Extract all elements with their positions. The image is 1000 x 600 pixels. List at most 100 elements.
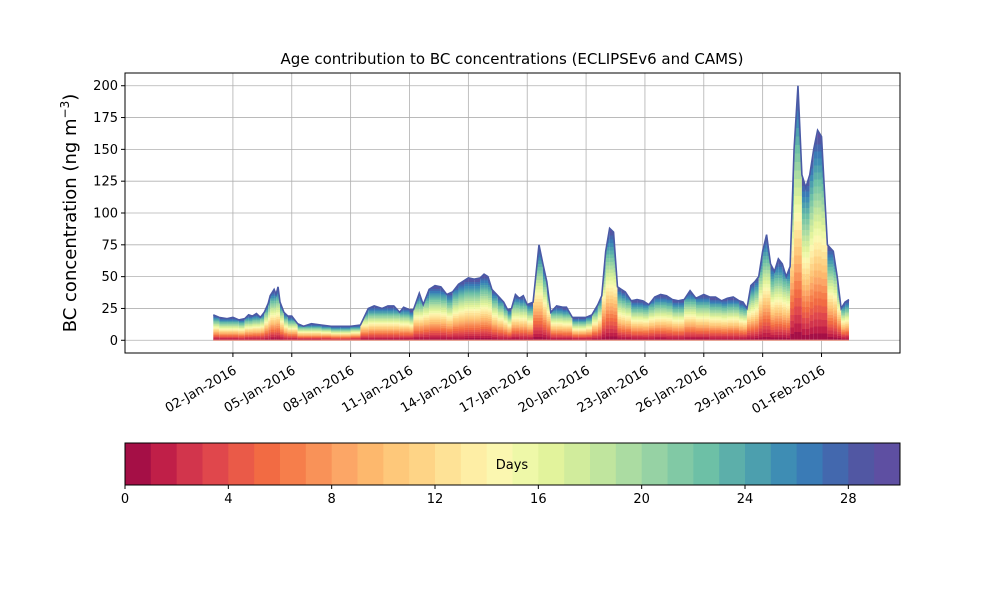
colorbar-swatch [435,443,462,485]
area-segment [617,286,622,341]
area-segment [387,305,394,341]
area-segment [841,302,846,341]
area-segment [399,307,404,341]
area-segment [827,244,834,341]
area-segment [480,274,485,341]
area-segment [244,314,249,341]
area-segment [586,314,592,341]
colorbar-swatch [486,443,513,485]
y-axis-label: BC concentration (ng m−3) [58,94,81,333]
colorbar-swatch [719,443,746,485]
area-segment [382,305,388,341]
area-segment [782,263,787,341]
area-segment [762,234,767,341]
colorbar-swatch [641,443,668,485]
area-segment [733,297,740,341]
area-segment [746,285,751,341]
colorbar-swatch [331,443,358,485]
area-segment [287,316,292,341]
area-segment [678,299,685,341]
colorbar-swatch [745,443,772,485]
area-segment [801,174,806,341]
colorbar-swatch [874,443,901,485]
area-segment [845,299,849,341]
stacked-area-layers [212,85,850,341]
area-segment [515,294,520,341]
area-segment [474,277,481,341]
area-segment [660,294,667,341]
area-segment [809,149,814,341]
colorbar-swatch [383,443,410,485]
colorbar-swatch [590,443,617,485]
colorbar-swatch [176,443,203,485]
area-segment [374,305,383,341]
area-segment [625,291,632,341]
colorbar-swatch [615,443,643,485]
colorbar-tick-label: 12 [427,492,444,507]
y-tick-label: 0 [110,334,118,349]
colorbar-swatch [125,443,152,485]
area-segment [805,174,810,341]
area-segment [268,295,271,341]
area-segment [754,276,759,341]
area-segment [368,305,375,341]
colorbar-swatch [254,443,281,485]
colorbar-swatch [409,443,436,485]
area-segment [631,299,638,341]
area-segment [497,295,504,341]
y-tick-label: 125 [93,175,118,190]
y-tick-label: 25 [101,302,118,317]
area-segment [503,302,508,341]
y-tick-label: 175 [93,111,118,126]
colorbar-swatch [848,443,875,485]
area-segment [703,294,710,341]
colorbar-swatch [770,443,798,485]
colorbar-label: Days [496,458,529,473]
area-segment [484,274,488,341]
chart-title: Age contribution to BC concentrations (E… [281,50,744,68]
area-segment [274,289,277,341]
area-segment [794,85,798,341]
area-segment [621,289,626,341]
area-segment [419,293,424,341]
colorbar-tick-label: 0 [121,492,129,507]
area-segment [817,130,822,341]
area-segment [523,295,528,341]
area-segment [321,325,332,341]
area-segment [270,289,275,341]
area-segment [562,307,567,341]
area-segment [409,309,414,341]
area-segment [637,299,643,341]
area-segment [672,299,679,341]
area-segment [435,285,441,341]
area-segment [393,305,400,341]
area-segment [778,258,783,341]
area-segment [446,291,453,341]
area-segment [491,289,498,341]
area-segment [487,276,492,341]
colorbar-tick-label: 8 [328,492,336,507]
colorbar-swatch [822,443,849,485]
area-segment [750,281,755,341]
area-segment [264,303,269,341]
y-tick-label: 50 [101,270,118,285]
area-segment [774,258,779,341]
y-axis-ticks: 0 25 50 75 100 125 150 175 200 [93,79,125,349]
area-segment [797,85,802,341]
x-axis-ticks: 02-Jan-201605-Jan-201608-Jan-201611-Jan-… [163,353,828,417]
area-segment [695,294,704,341]
colorbar-swatch [228,443,255,485]
area-segment [440,286,447,341]
area-segment [458,280,465,341]
colorbar-tick-label: 28 [840,492,857,507]
y-tick-label: 100 [93,207,118,222]
colorbar-swatch [667,443,694,485]
area-segment [227,317,233,341]
area-segment [642,300,649,341]
area-segment [468,277,475,341]
area-segment [403,307,410,341]
colorbar-tick-label: 24 [737,492,754,507]
y-tick-label: 150 [93,143,118,158]
area-segment [360,308,369,341]
